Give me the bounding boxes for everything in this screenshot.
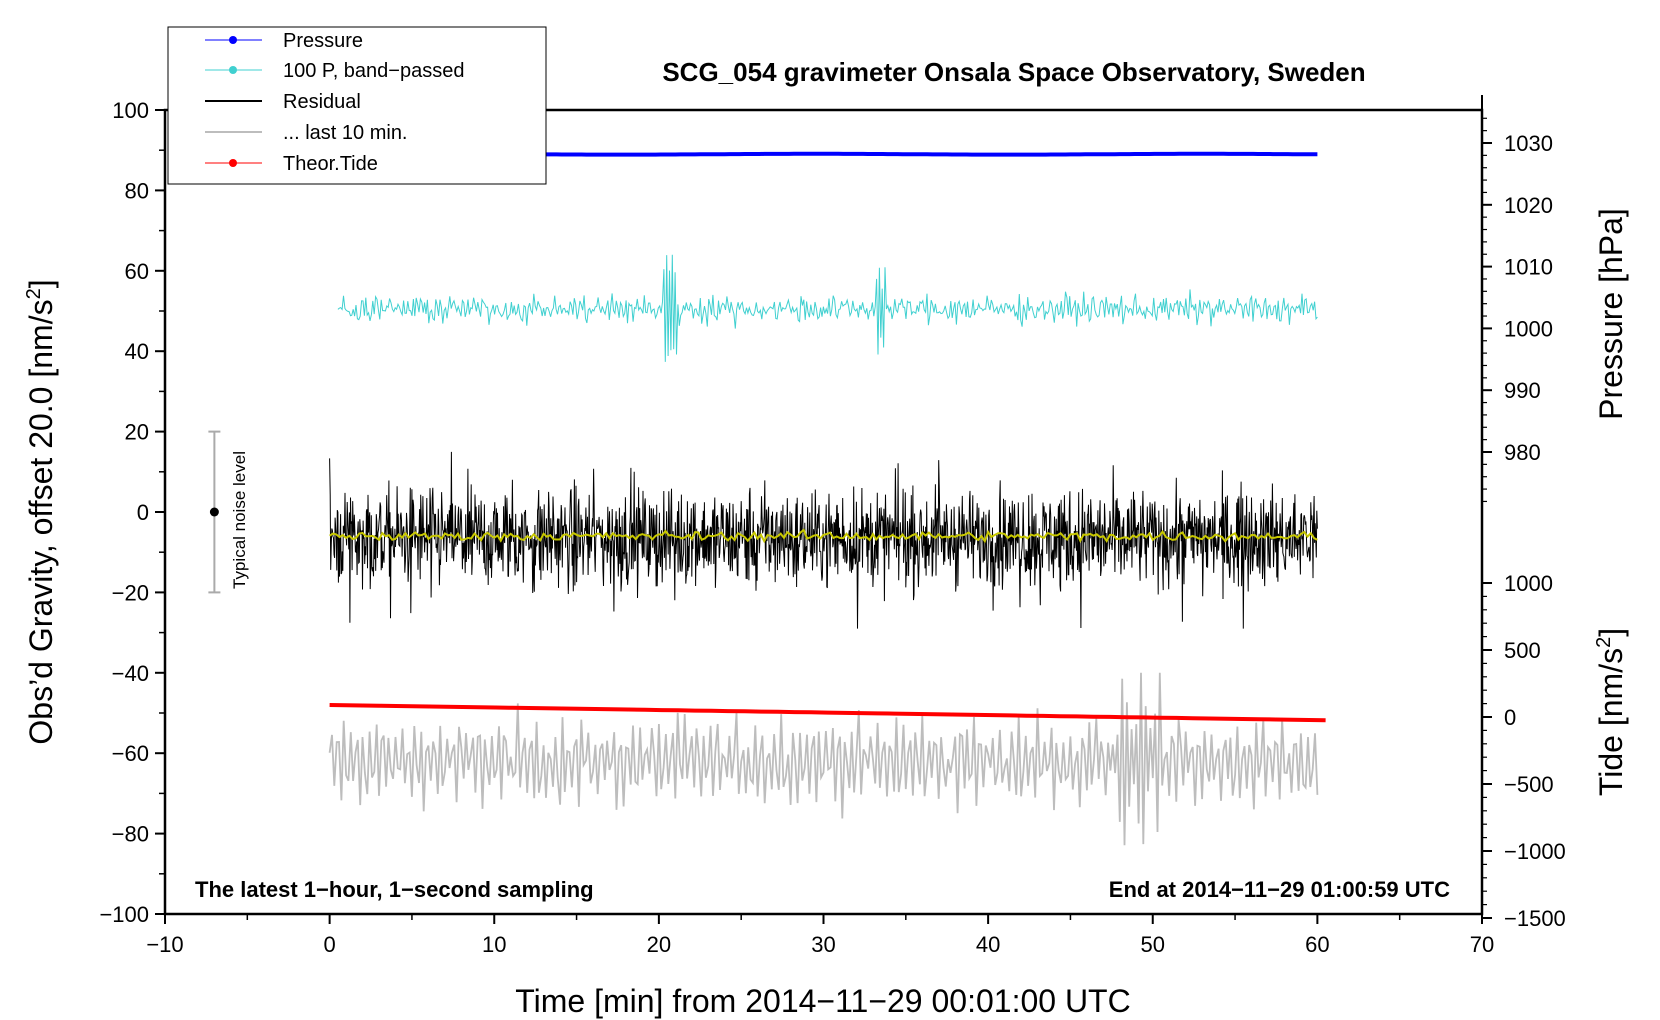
tide-axis-ticks: −1500 −1000 −500 0 500 1000 [1482, 571, 1566, 931]
pressure-tick-label: 990 [1504, 378, 1541, 403]
x-tick-label: 40 [976, 932, 1000, 957]
pressure-axis-title: Pressure [hPa] [1593, 208, 1629, 420]
legend-marker [229, 66, 237, 74]
pressure-tick-label: 1020 [1504, 193, 1553, 218]
noise-bar-center-dot [209, 507, 219, 517]
pressure-tick-label: 1000 [1504, 316, 1553, 341]
series-residual-line [329, 451, 1318, 629]
legend-items: Pressure 100 P, band−passed Residual ... la… [205, 30, 464, 175]
chart-title: SCG_054 gravimeter Onsala Space Observat… [662, 57, 1365, 87]
series-band-passed-line [337, 254, 1318, 362]
y-tick-label: 100 [112, 98, 149, 123]
legend-box [167, 26, 547, 185]
noise-level-bar [208, 430, 221, 594]
legend-marker [229, 159, 237, 167]
y-tick-label: −80 [112, 822, 149, 847]
tide-axis-title-text: Tide [nm/s [1593, 648, 1629, 796]
pressure-axis-ticks: 980 990 1000 1010 1020 1030 [1481, 95, 1553, 503]
tide-tick-label: 0 [1504, 705, 1516, 730]
y-axis-title-left-close: ] [23, 279, 59, 288]
y-tick-label: 40 [125, 339, 149, 364]
y-axis-title-left-text: Obs’d Gravity, offset 20.0 [nm/s [23, 299, 59, 744]
tide-axis-title-sup: 2 [1593, 637, 1615, 648]
y-tick-label: 80 [125, 178, 149, 203]
legend-label: Residual [283, 91, 361, 113]
series-last-10-min-line [328, 672, 1319, 846]
y-tick-label: 60 [125, 259, 149, 284]
tide-tick-label: −1000 [1504, 839, 1566, 864]
y-axis-title-left: Obs’d Gravity, offset 20.0 [nm/s2] [23, 279, 59, 744]
tide-axis-title: Tide [nm/s2] [1593, 628, 1629, 796]
x-tick-label: 50 [1141, 932, 1165, 957]
legend-label: Pressure [283, 30, 363, 52]
pressure-tick-label: 1010 [1504, 255, 1553, 280]
x-tick-label: 20 [647, 932, 671, 957]
annotation-sampling: The latest 1−hour, 1−second sampling [195, 877, 594, 902]
legend-label: Theor.Tide [283, 153, 378, 175]
pressure-tick-label: 980 [1504, 440, 1541, 465]
tide-tick-label: 1000 [1504, 571, 1553, 596]
y-tick-label: −20 [112, 580, 149, 605]
y-tick-label: −60 [112, 741, 149, 766]
series-theor-tide-line [329, 703, 1326, 723]
legend-marker [229, 36, 237, 44]
y-tick-label: 0 [137, 500, 149, 525]
x-tick-label: −10 [146, 932, 183, 957]
noise-level-label: Typical noise level [230, 451, 249, 589]
x-tick-label: 70 [1470, 932, 1494, 957]
series-residual-smoothed-line [329, 528, 1318, 544]
legend: Pressure 100 P, band−passed Residual ... la… [167, 26, 547, 185]
y-tick-label: −40 [112, 661, 149, 686]
pressure-tick-label: 1030 [1504, 131, 1553, 156]
x-tick-label: 0 [324, 932, 336, 957]
x-axis-ticks: −10 0 10 20 30 40 50 60 70 [146, 914, 1494, 957]
tide-tick-label: −500 [1504, 772, 1554, 797]
y-axis-ticks: −100 −80 −60 −40 −20 0 20 40 60 80 100 [99, 98, 165, 927]
annotation-end-time: End at 2014−11−29 01:00:59 UTC [1109, 877, 1450, 902]
x-tick-label: 60 [1305, 932, 1329, 957]
x-tick-label: 10 [482, 932, 506, 957]
legend-label: ... last 10 min. [283, 122, 408, 144]
series-layer [328, 151, 1326, 846]
y-axis-title-left-sup: 2 [23, 288, 45, 299]
legend-label: 100 P, band−passed [283, 60, 464, 82]
tide-tick-label: −1500 [1504, 906, 1566, 931]
x-axis-title: Time [min] from 2014−11−29 00:01:00 UTC [515, 983, 1130, 1019]
x-tick-label: 30 [811, 932, 835, 957]
tide-tick-label: 500 [1504, 638, 1541, 663]
y-tick-label: 20 [125, 420, 149, 445]
tide-axis-title-close: ] [1593, 628, 1629, 637]
y-tick-label: −100 [99, 902, 149, 927]
